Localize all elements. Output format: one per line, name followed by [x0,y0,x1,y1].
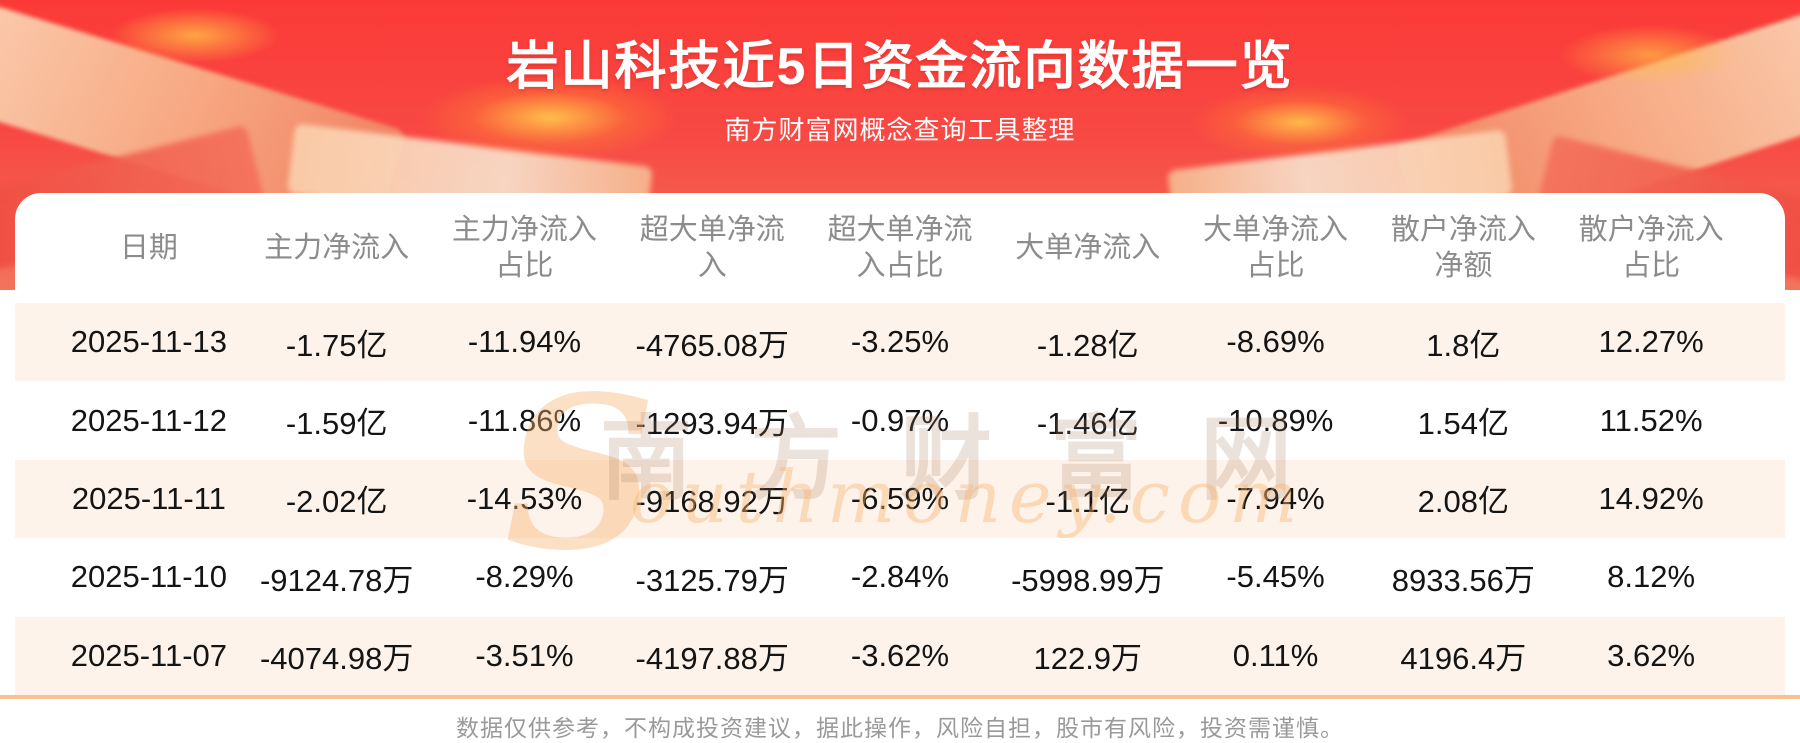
value-cell: -1.59亿 [285,406,388,442]
value-cell: -8.29% [475,559,574,595]
column-header: 散户净流入 占比 [1578,213,1724,282]
value-cell: -4197.88万 [635,641,789,677]
column-header: 日期 [119,231,178,264]
value-cell: 8.12% [1607,559,1696,595]
value-cell: -3.51% [475,637,574,673]
fund-flow-table-card: 日期 主力净流入 主力净流入 占比 超大单净流 入超大单净流 入占比 大单净流入 大单净流… [15,193,1785,695]
table-row: 2025-11-11 -2.02亿 -14.53% -9168.92万 -6.59% -1… [15,459,1785,539]
value-cell: 0.11% [1232,637,1319,673]
column-header: 超大单净流 入占比 [827,213,973,282]
value-cell: -9124.78万 [259,562,414,598]
table-row: 2025-11-10 -9124.78万 -8.29% -3125.79万 -2.84%… [15,538,1785,616]
value-cell: -5998.99万 [1011,562,1165,598]
table-header-row: 日期 主力净流入 主力净流入 占比 超大单净流 入超大单净流 入占比 大单净流入 大单净流… [15,193,1785,303]
value-cell: 3.62% [1607,637,1696,673]
value-cell: -2.84% [850,559,950,595]
value-cell: 1.8亿 [1426,327,1501,363]
value-cell: -8.69% [1226,324,1325,360]
value-cell: -3.25% [850,324,950,360]
value-cell: -3.62% [850,637,950,673]
column-header: 散户净流入 净额 [1390,213,1536,282]
value-cell: -1293.94万 [635,406,789,442]
value-cell: -11.94% [467,324,582,360]
value-cell: 12.27% [1598,324,1704,360]
column-header: 大单净流入 [1015,231,1161,264]
value-cell: 2.08亿 [1417,484,1509,520]
value-cell: -5.45% [1226,559,1325,595]
value-cell: -2.02亿 [285,484,388,520]
value-cell: 11.52% [1599,402,1703,438]
value-cell: -9168.92万 [635,484,789,520]
value-cell: 8933.56万 [1391,562,1535,598]
value-cell: -4074.98万 [259,641,414,677]
value-cell: -1.46亿 [1036,406,1139,442]
column-header: 主力净流入 占比 [451,213,597,282]
date-cell: 2025-11-11 [71,480,226,516]
value-cell: 122.9万 [1033,641,1143,677]
value-cell: -14.53% [466,480,583,516]
column-header: 主力净流入 [264,231,410,264]
value-cell: -0.97% [850,402,950,438]
date-cell: 2025-11-07 [70,637,228,673]
value-cell: -1.75亿 [285,327,388,363]
date-cell: 2025-11-12 [70,402,228,438]
value-cell: -10.89% [1217,402,1334,438]
table-row: 2025-11-07 -4074.98万 -3.51% -4197.88万 -3.62%… [15,616,1785,695]
value-cell: -3125.79万 [635,562,789,598]
page-title: 岩山科技近5日资金流向数据一览 [506,38,1294,96]
value-cell: -7.94% [1226,480,1325,516]
column-header: 超大单净流 入 [639,213,785,282]
value-cell: -11.86% [467,402,582,438]
table-row: 2025-11-13 -1.75亿 -11.94% -4765.08万 -3.25% -1… [15,303,1785,382]
value-cell: 4196.4万 [1400,641,1527,677]
value-cell: -1.28亿 [1036,327,1139,363]
date-cell: 2025-11-10 [70,559,228,595]
value-cell: 14.92% [1598,480,1704,516]
date-cell: 2025-11-13 [70,324,228,360]
column-header: 大单净流入 占比 [1203,213,1349,282]
value-cell: -1.1亿 [1045,484,1130,520]
divider-line [0,695,1800,699]
value-cell: 1.54亿 [1417,406,1509,442]
disclaimer-text: 数据仅供参考，不构成投资建议，据此操作，风险自担，股市有风险，投资需谨慎。 [456,715,1344,741]
table-row: 2025-11-12 -1.59亿 -11.86% -1293.94万 -0.97% -1… [15,381,1785,459]
value-cell: -4765.08万 [635,327,789,363]
page-subtitle: 南方财富网概念查询工具整理 [724,115,1076,145]
table-body: 2025-11-13 -1.75亿 -11.94% -4765.08万 -3.25% -1… [15,303,1785,695]
value-cell: -6.59% [850,480,950,516]
